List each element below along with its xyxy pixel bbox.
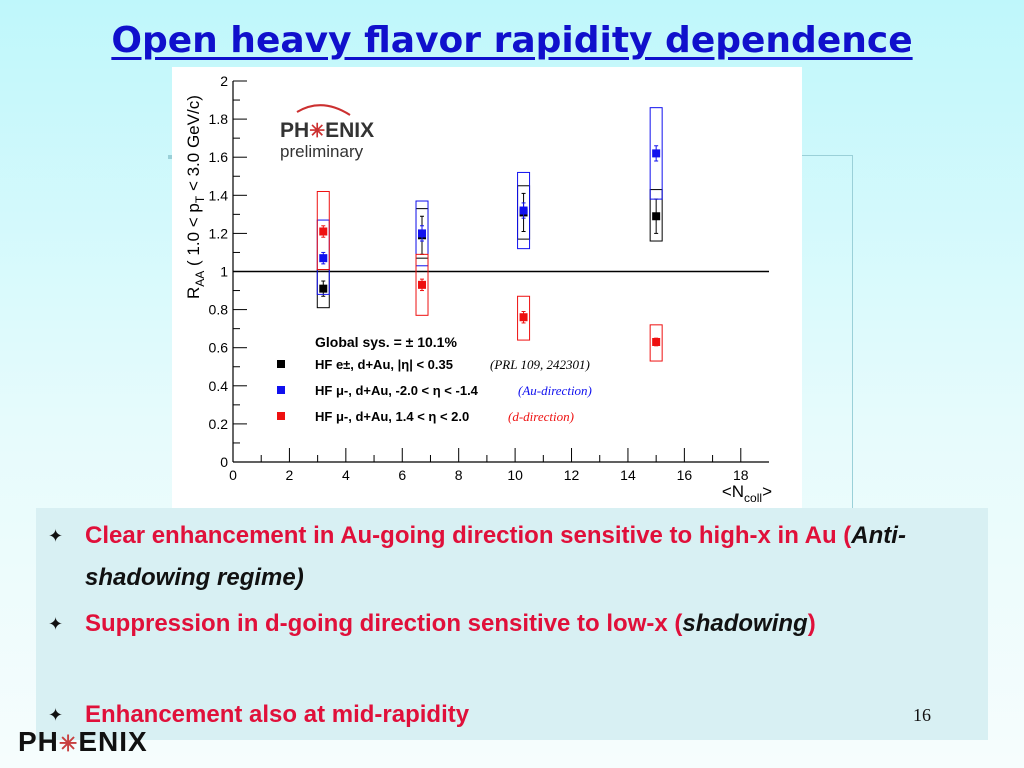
y-axis-label: RAA ( 1.0 < pT < 3.0 GeV/c) bbox=[184, 95, 207, 299]
sys-box bbox=[517, 171, 531, 250]
note-anti-shadowing: ✦ Clear enhancement in Au-going directio… bbox=[48, 515, 968, 599]
note-text: Clear enhancement in Au-going direction … bbox=[85, 522, 852, 549]
x-tick-label: 16 bbox=[677, 467, 693, 483]
sys-box bbox=[649, 189, 663, 242]
legend-label: HF μ-, d+Au, -2.0 < η < -1.4 bbox=[315, 383, 479, 398]
data-point bbox=[319, 227, 328, 236]
x-tick-label: 4 bbox=[342, 467, 350, 483]
legend-label: HF μ-, d+Au, 1.4 < η < 2.0 bbox=[315, 409, 469, 424]
global-sys-label: Global sys. = ± 10.1% bbox=[315, 334, 457, 350]
phenix-logo: PH✳ENIX preliminary bbox=[280, 104, 374, 161]
bullet-icon: ✦ bbox=[48, 614, 64, 634]
star-icon: ✳ bbox=[58, 731, 79, 756]
legend-marker bbox=[277, 412, 285, 420]
note-shadowing: ✦ Suppression in d-going direction sensi… bbox=[48, 603, 968, 645]
y-tick-label: 1.6 bbox=[209, 149, 229, 165]
y-tick-label: 1.2 bbox=[209, 225, 229, 241]
x-tick-label: 14 bbox=[620, 467, 636, 483]
data-marks bbox=[316, 107, 663, 362]
data-point bbox=[418, 280, 427, 289]
y-tick-label: 2 bbox=[220, 73, 228, 89]
chart-panel: 0 0.2 0.4 0.6 0.8 1 1.2 1.4 1.6 1.8 2 0 2 4 6 8 10 12 14 1… bbox=[172, 67, 802, 510]
series-2 bbox=[316, 190, 663, 362]
y-ticks: 0 0.2 0.4 0.6 0.8 1 1.2 1.4 1.6 1.8 2 bbox=[209, 73, 247, 470]
series-0 bbox=[316, 185, 663, 309]
note-text: Suppression in d-going direction sensiti… bbox=[85, 610, 683, 637]
note-mid-rapidity: ✦ Enhancement also at mid-rapidity bbox=[48, 694, 968, 736]
sys-box bbox=[415, 200, 429, 267]
y-tick-label: 0.2 bbox=[209, 416, 229, 432]
x-tick-label: 18 bbox=[733, 467, 749, 483]
slide-title: Open heavy flavor rapidity dependence bbox=[111, 20, 913, 61]
legend: Global sys. = ± 10.1% HF e±, d+Au, |η| <… bbox=[277, 334, 592, 424]
x-tick-label: 12 bbox=[564, 467, 580, 483]
legend-note: (d-direction) bbox=[508, 409, 574, 424]
x-tick-label: 8 bbox=[455, 467, 463, 483]
data-point bbox=[652, 212, 661, 221]
x-axis-label: <Ncoll> bbox=[722, 482, 772, 505]
y-tick-label: 1.4 bbox=[209, 187, 229, 203]
data-point bbox=[418, 229, 427, 238]
y-tick-label: 0.8 bbox=[209, 302, 229, 318]
bullet-icon: ✦ bbox=[48, 526, 64, 546]
legend-label: HF e±, d+Au, |η| < 0.35 bbox=[315, 357, 453, 372]
svg-text:PH✳ENIX: PH✳ENIX bbox=[280, 119, 374, 142]
y-tick-label: 0 bbox=[220, 454, 228, 470]
notes-box bbox=[36, 508, 988, 740]
y-tick-label: 0.4 bbox=[209, 378, 229, 394]
svg-text:preliminary: preliminary bbox=[280, 142, 364, 161]
y-tick-label: 1 bbox=[220, 264, 228, 280]
x-tick-label: 6 bbox=[398, 467, 406, 483]
sys-box bbox=[316, 190, 330, 271]
data-point bbox=[319, 254, 328, 263]
page-number: 16 bbox=[913, 705, 931, 725]
data-point bbox=[519, 206, 528, 215]
bullet-icon: ✦ bbox=[48, 705, 64, 725]
sys-box bbox=[649, 324, 663, 362]
y-tick-label: 1.8 bbox=[209, 111, 229, 127]
data-point bbox=[652, 337, 661, 346]
x-ticks: 0 2 4 6 8 10 12 14 16 18 bbox=[229, 448, 749, 483]
note-text: Enhancement also at mid-rapidity bbox=[85, 701, 470, 728]
sys-box bbox=[649, 107, 663, 200]
sys-box bbox=[517, 295, 531, 341]
x-tick-label: 10 bbox=[507, 467, 523, 483]
y-tick-label: 0.6 bbox=[209, 340, 229, 356]
x-tick-label: 2 bbox=[286, 467, 294, 483]
note-emphasis: Anti-shadowing regime) bbox=[85, 522, 906, 591]
sys-box bbox=[415, 253, 429, 316]
data-point bbox=[319, 284, 328, 293]
background-mark bbox=[168, 155, 172, 159]
data-point bbox=[519, 313, 528, 322]
legend-marker bbox=[277, 360, 285, 368]
note-emphasis: shadowing bbox=[682, 610, 808, 637]
legend-marker bbox=[277, 386, 285, 394]
x-tick-label: 0 bbox=[229, 467, 237, 483]
footer-logo: PH✳ENIX bbox=[18, 726, 148, 757]
legend-note: (PRL 109, 242301) bbox=[490, 357, 590, 372]
data-point bbox=[652, 149, 661, 158]
raa-chart: 0 0.2 0.4 0.6 0.8 1 1.2 1.4 1.6 1.8 2 0 2 4 6 8 10 12 14 1… bbox=[184, 73, 772, 505]
legend-note: (Au-direction) bbox=[518, 383, 592, 398]
